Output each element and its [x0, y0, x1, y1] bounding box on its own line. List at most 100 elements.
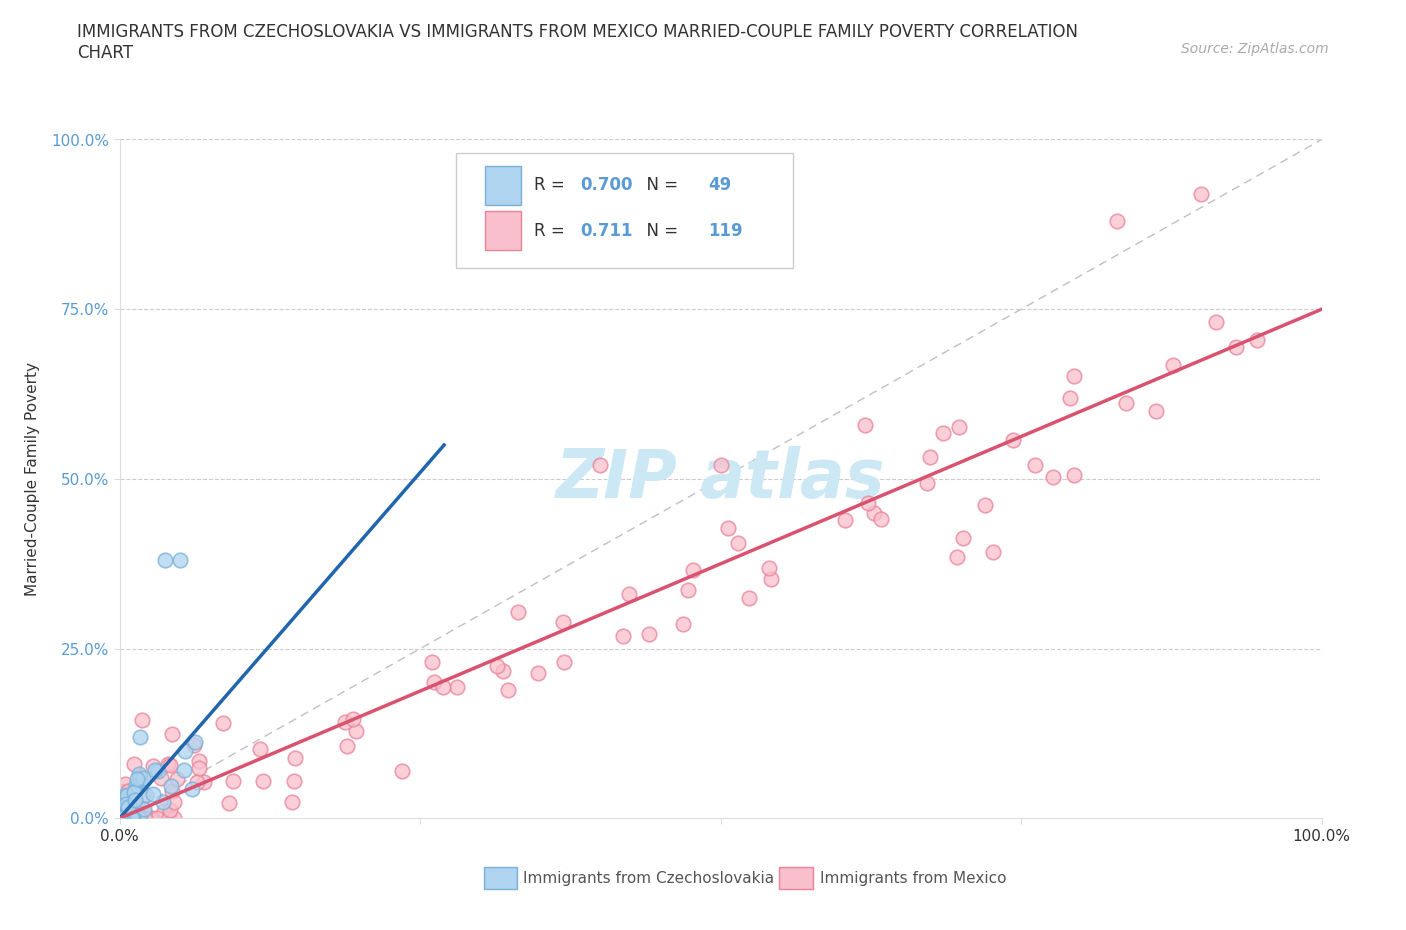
- Point: [111, 811, 134, 826]
- Point: [149, 771, 172, 786]
- Point: [115, 811, 138, 826]
- Point: [612, 628, 634, 643]
- Point: [638, 626, 661, 641]
- Point: [221, 774, 243, 789]
- Text: N =: N =: [637, 222, 683, 240]
- Point: [135, 788, 157, 803]
- Point: [1205, 314, 1227, 329]
- Text: R =: R =: [534, 222, 575, 240]
- Point: [676, 582, 699, 597]
- Point: [128, 730, 150, 745]
- Point: [527, 665, 550, 680]
- Point: [118, 798, 141, 813]
- Point: [498, 683, 520, 698]
- Point: [159, 803, 181, 817]
- Point: [183, 737, 205, 752]
- Point: [335, 714, 357, 729]
- Point: [157, 811, 180, 826]
- Point: [160, 783, 183, 798]
- Point: [1042, 470, 1064, 485]
- Point: [111, 811, 134, 826]
- Point: [553, 655, 575, 670]
- FancyBboxPatch shape: [456, 153, 793, 269]
- Point: [139, 811, 162, 826]
- Point: [1115, 395, 1137, 410]
- Point: [111, 811, 134, 826]
- Point: [249, 742, 271, 757]
- Point: [132, 805, 155, 820]
- Point: [112, 811, 135, 826]
- Text: Immigrants from Czechoslovakia: Immigrants from Czechoslovakia: [523, 871, 775, 886]
- FancyBboxPatch shape: [485, 211, 522, 250]
- Point: [120, 811, 142, 826]
- Point: [134, 802, 156, 817]
- Point: [173, 743, 195, 758]
- Point: [118, 783, 141, 798]
- Point: [111, 811, 134, 826]
- Point: [153, 553, 176, 568]
- Point: [738, 590, 761, 604]
- Point: [129, 772, 152, 787]
- Point: [156, 756, 179, 771]
- Point: [115, 805, 138, 820]
- Point: [115, 811, 138, 826]
- Point: [124, 785, 146, 800]
- Point: [110, 811, 132, 826]
- Point: [121, 811, 143, 826]
- Point: [163, 811, 186, 826]
- Point: [709, 458, 731, 472]
- Point: [108, 799, 131, 814]
- Point: [981, 545, 1004, 560]
- Point: [122, 811, 145, 826]
- Point: [1001, 432, 1024, 447]
- Point: [110, 811, 132, 826]
- Point: [117, 811, 139, 826]
- Point: [124, 783, 146, 798]
- Point: [129, 769, 152, 784]
- Point: [212, 716, 235, 731]
- Point: [108, 810, 131, 825]
- Point: [870, 512, 893, 526]
- Point: [446, 680, 468, 695]
- Point: [485, 658, 508, 673]
- Point: [344, 724, 367, 739]
- Point: [946, 550, 969, 565]
- Point: [124, 804, 146, 818]
- Point: [112, 793, 135, 808]
- Point: [125, 771, 148, 786]
- Point: [152, 794, 174, 809]
- Point: [124, 792, 146, 807]
- Point: [112, 789, 135, 804]
- Point: [110, 811, 132, 826]
- Point: [160, 779, 183, 794]
- Point: [727, 536, 749, 551]
- Point: [111, 811, 134, 826]
- Point: [858, 496, 880, 511]
- Point: [114, 792, 136, 807]
- Point: [1059, 391, 1081, 405]
- Point: [1189, 186, 1212, 201]
- Point: [142, 758, 165, 773]
- Point: [759, 572, 782, 587]
- Point: [128, 767, 150, 782]
- Text: 0.711: 0.711: [579, 222, 633, 240]
- Point: [112, 811, 135, 826]
- Point: [128, 811, 150, 826]
- Point: [110, 795, 132, 810]
- Point: [131, 811, 153, 826]
- Y-axis label: Married-Couple Family Poverty: Married-Couple Family Poverty: [25, 362, 39, 596]
- Point: [589, 458, 612, 472]
- Point: [432, 680, 454, 695]
- Point: [146, 811, 169, 826]
- Point: [420, 655, 443, 670]
- Point: [143, 763, 166, 777]
- Point: [117, 800, 139, 815]
- Text: N =: N =: [637, 177, 683, 194]
- Point: [115, 796, 138, 811]
- Point: [114, 777, 136, 791]
- Point: [181, 782, 204, 797]
- Point: [974, 498, 997, 512]
- Point: [188, 753, 211, 768]
- Text: R =: R =: [534, 177, 571, 194]
- Text: IMMIGRANTS FROM CZECHOSLOVAKIA VS IMMIGRANTS FROM MEXICO MARRIED-COUPLE FAMILY P: IMMIGRANTS FROM CZECHOSLOVAKIA VS IMMIGR…: [77, 23, 1078, 41]
